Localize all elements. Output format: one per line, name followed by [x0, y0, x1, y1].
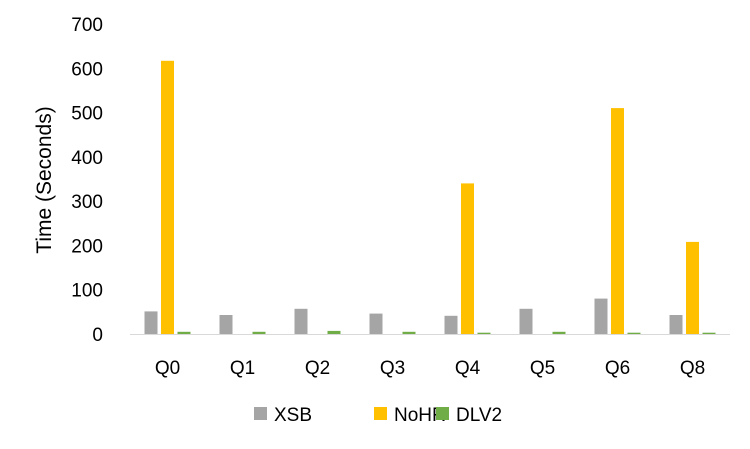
y-tick-label: 300 [71, 192, 103, 213]
bar-dlv2-q1 [252, 331, 266, 334]
bar-dlv2-q5 [552, 331, 566, 334]
bar-nohr-q0 [161, 60, 174, 335]
bar-xsb-q2 [294, 308, 308, 334]
legend-swatch-xsb [254, 407, 267, 420]
x-tick-label: Q3 [380, 358, 405, 379]
y-tick-label: 600 [71, 59, 103, 80]
y-tick-label: 500 [71, 104, 103, 125]
legend-swatch-dlv2 [436, 407, 449, 420]
x-tick-label: Q2 [305, 358, 330, 379]
x-tick-label: Q4 [455, 358, 481, 379]
bar-xsb-q1 [219, 315, 233, 334]
x-tick-label: Q6 [605, 358, 630, 379]
bar-nohr-q8 [686, 241, 699, 334]
y-tick-label: 400 [71, 148, 103, 169]
y-tick-label: 100 [71, 281, 103, 302]
bar-dlv2-q3 [402, 331, 416, 334]
legend-label-xsb: XSB [274, 405, 312, 426]
y-axis-ticks: 0 100 200 300 400 500 600 700 [71, 15, 103, 346]
bar-xsb-q4 [444, 315, 458, 334]
y-tick-label: 700 [71, 15, 103, 36]
bar-dlv2-q4 [477, 332, 491, 334]
bar-dlv2-q8 [702, 332, 716, 334]
x-tick-label: Q0 [155, 358, 180, 379]
bar-xsb-q6 [594, 298, 608, 334]
bar-dlv2-q0 [177, 331, 191, 334]
bar-xsb-q0 [144, 311, 158, 334]
bar-xsb-q8 [669, 315, 683, 334]
bar-nohr-q6 [611, 108, 624, 334]
x-tick-label: Q5 [530, 358, 555, 379]
bars [144, 60, 716, 335]
x-tick-label: Q1 [230, 358, 255, 379]
y-axis-title: Time (Seconds) [33, 106, 56, 253]
legend-label-dlv2: DLV2 [456, 405, 502, 426]
bar-xsb-q3 [369, 313, 383, 334]
bar-xsb-q5 [519, 308, 533, 334]
y-tick-label: 200 [71, 236, 103, 257]
legend-label-nohr: NoHR [394, 405, 446, 426]
bar-dlv2-q6 [627, 332, 641, 334]
x-tick-label: Q8 [680, 358, 705, 379]
legend: XSB NoHR DLV2 [254, 405, 502, 426]
y-tick-label: 0 [92, 325, 103, 346]
legend-swatch-nohr [374, 407, 387, 420]
x-axis-ticks: Q0 Q1 Q2 Q3 Q4 Q5 Q6 Q8 [155, 358, 705, 379]
bar-dlv2-q2 [327, 330, 341, 334]
bar-nohr-q4 [461, 183, 474, 334]
